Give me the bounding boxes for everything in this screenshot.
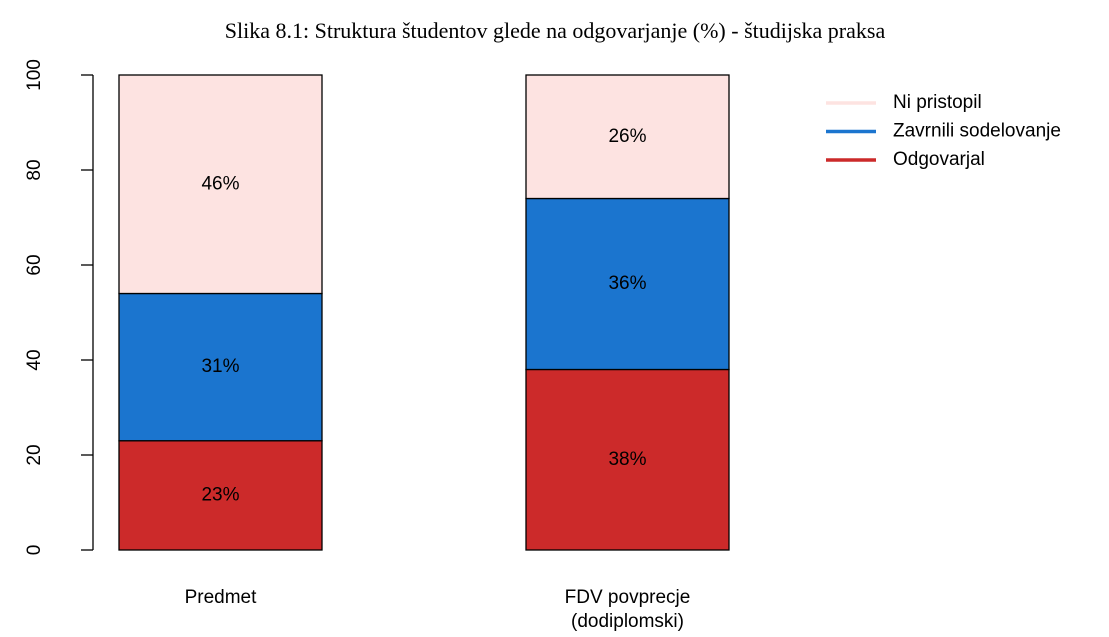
value-label: 26%: [608, 126, 646, 147]
y-tick-label: 40: [24, 349, 45, 370]
y-tick-label: 0: [24, 545, 45, 556]
legend-label: Ni pristopil: [893, 92, 982, 113]
bar-segment: [118, 74, 323, 295]
bar-segment: [118, 440, 323, 551]
legend-label: Odgovarjal: [893, 149, 985, 170]
value-label: 46%: [201, 173, 239, 194]
legend-label: Zavrnili sodelovanje: [893, 121, 1061, 142]
x-tick-label: FDV povprecje (dodiplomski): [564, 587, 691, 632]
bar-segment: [525, 197, 730, 371]
value-label: 38%: [608, 449, 646, 470]
bar-segment: [118, 292, 323, 442]
y-tick-label: 60: [24, 254, 45, 275]
y-tick-label: 80: [24, 159, 45, 180]
value-label: 31%: [201, 356, 239, 377]
bar-segment: [525, 74, 730, 200]
y-tick-label: 20: [24, 444, 45, 465]
value-label: 36%: [608, 273, 646, 294]
chart-title: Slika 8.1: Struktura študentov glede na …: [225, 18, 886, 43]
bar-segment: [525, 368, 730, 551]
x-tick-label: Predmet: [184, 587, 257, 608]
y-tick-label: 100: [24, 59, 45, 91]
value-label: 23%: [201, 484, 239, 505]
